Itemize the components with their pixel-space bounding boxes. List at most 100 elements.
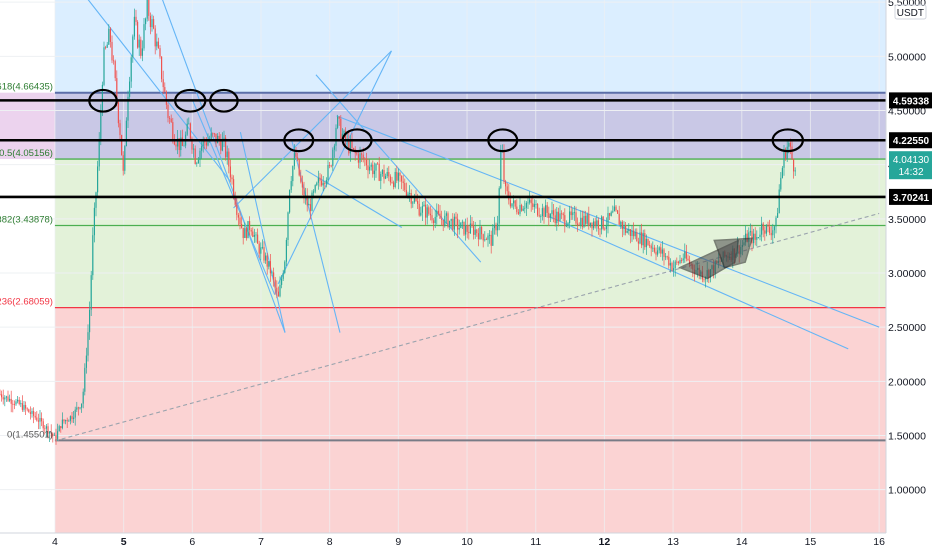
candle-body-88 <box>140 39 142 56</box>
candle-body-353 <box>564 215 566 227</box>
candle-body-213 <box>340 118 342 140</box>
candle-body-49 <box>77 407 79 409</box>
candle-body-279 <box>445 213 447 216</box>
candle-body-251 <box>401 175 403 182</box>
candle-body-418 <box>668 256 670 266</box>
candle-body-166 <box>265 255 267 261</box>
candle-body-485 <box>775 217 777 227</box>
candle-body-23 <box>36 417 38 421</box>
candle-body-19 <box>29 412 31 414</box>
candle-body-430 <box>687 258 689 261</box>
candle-body-383 <box>612 211 614 213</box>
candle-body-87 <box>138 39 140 48</box>
candle-body-402 <box>642 233 644 246</box>
candle-body-188 <box>300 175 302 182</box>
candle-body-259 <box>413 198 415 203</box>
candle-body-65 <box>103 47 105 85</box>
candle-body-174 <box>277 291 279 297</box>
candle-body-184 <box>293 152 295 167</box>
candle-body-53 <box>84 367 86 392</box>
candle-body-334 <box>533 204 535 207</box>
candle-body-32 <box>50 431 52 434</box>
candle-body-158 <box>252 231 254 237</box>
candle-body-268 <box>428 207 430 214</box>
candle-body-275 <box>439 213 441 219</box>
fib-label-2: 0.382(3.43878) <box>0 214 53 225</box>
candle-body-109 <box>173 139 175 145</box>
candle-body-425 <box>679 260 681 264</box>
ellipse-annotation-4 <box>341 128 373 153</box>
candle-body-219 <box>349 140 351 154</box>
candle-body-468 <box>748 232 750 242</box>
candle-body-82 <box>130 57 132 82</box>
candle-body-150 <box>239 217 241 224</box>
candle-body-384 <box>613 206 615 212</box>
candle-body-125 <box>199 150 201 160</box>
candle-body-60 <box>95 192 97 208</box>
time-axis[interactable]: 4 5 6 7 8 9 10 11 12 13 14 15 16 <box>0 532 932 550</box>
candle-body-86 <box>137 21 139 48</box>
candle-body-416 <box>665 256 667 258</box>
candle-body-469 <box>749 231 751 233</box>
candle-body-397 <box>634 232 636 237</box>
candle-body-252 <box>402 181 404 184</box>
time-tick-label-8: 12 <box>599 536 611 548</box>
candle-body-329 <box>525 202 527 208</box>
candle-body-265 <box>423 204 425 207</box>
price-axis[interactable]: 1.00000 1.50000 2.00000 2.50000 3.00000 3.500… <box>885 0 932 550</box>
candle-body-282 <box>450 218 452 221</box>
trendline-4 <box>239 132 286 333</box>
candle-body-422 <box>674 261 676 269</box>
candle-body-198 <box>316 182 318 186</box>
candle-body-56 <box>89 309 91 333</box>
fib-zones <box>0 0 886 533</box>
candle-body-140 <box>223 137 225 139</box>
candle-body-5 <box>7 396 9 401</box>
candle-body-6 <box>9 398 11 401</box>
hline-price-label-2: 3.70241 <box>893 193 930 204</box>
candle-body-61 <box>97 166 99 193</box>
candle-body-371 <box>593 221 595 229</box>
candle-body-332 <box>530 199 532 204</box>
price-series <box>0 0 796 445</box>
candle-body-360 <box>575 212 577 224</box>
time-tick-label-5: 9 <box>395 536 401 548</box>
candle-body-171 <box>273 272 275 280</box>
currency-box[interactable] <box>894 4 927 20</box>
candle-body-41 <box>65 420 67 422</box>
candle-body-391 <box>625 225 627 233</box>
candle-body-333 <box>532 203 534 207</box>
candle-body-108 <box>172 122 174 140</box>
candle-body-249 <box>397 172 399 181</box>
candle-body-90 <box>143 24 145 49</box>
candle-body-362 <box>578 224 580 226</box>
candle-body-63 <box>100 111 102 139</box>
candle-body-405 <box>647 238 649 246</box>
candle-body-264 <box>421 206 423 213</box>
candle-body-267 <box>426 207 428 218</box>
candle-body-290 <box>463 221 465 235</box>
horizontal-lines <box>0 99 886 199</box>
candle-body-272 <box>434 216 436 224</box>
candle-body-14 <box>21 403 23 410</box>
candle-body-234 <box>373 170 375 175</box>
candle-body-112 <box>178 138 180 151</box>
candle-body-135 <box>215 133 217 144</box>
candle-body-467 <box>746 233 748 242</box>
candle-body-165 <box>263 247 265 261</box>
candle-body-429 <box>685 251 687 259</box>
candle-body-244 <box>389 176 391 183</box>
candle-body-240 <box>383 169 385 179</box>
candle-body-178 <box>284 261 286 273</box>
candle-body-77 <box>122 155 124 171</box>
candle-body-127 <box>202 139 204 147</box>
candle-body-93 <box>148 0 150 16</box>
candle-body-419 <box>669 263 671 266</box>
candle-body-26 <box>41 417 43 422</box>
candle-body-420 <box>671 263 673 271</box>
candle-body-354 <box>565 225 567 227</box>
candle-body-300 <box>479 226 481 240</box>
candle-body-12 <box>18 399 20 405</box>
candle-body-370 <box>591 222 593 229</box>
